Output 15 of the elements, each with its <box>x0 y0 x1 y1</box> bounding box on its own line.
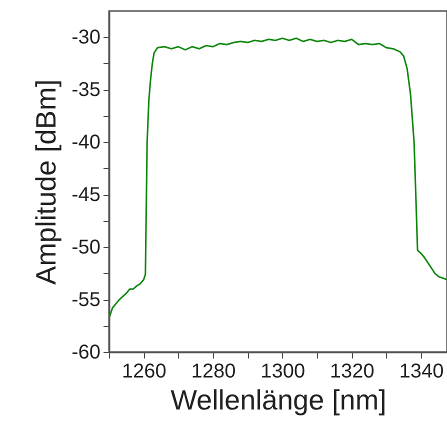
x-axis-title: Wellenlänge [nm] <box>170 384 386 416</box>
y-tick-label: -45 <box>72 184 100 206</box>
x-tick-label: 1300 <box>260 360 306 382</box>
y-tick-label: -55 <box>72 289 100 312</box>
y-tick-label: -50 <box>72 236 100 259</box>
y-tick-label: -30 <box>72 26 100 49</box>
x-tick-label: 1260 <box>122 360 166 382</box>
y-tick-label: -40 <box>72 132 100 154</box>
x-tick-label: 1280 <box>191 360 236 382</box>
y-tick-label: -60 <box>72 342 100 364</box>
y-axis-title: Amplitude [dBm] <box>30 79 62 285</box>
x-tick-label: 1340 <box>399 360 444 382</box>
y-tick-label: -35 <box>72 79 100 102</box>
x-tick-label: 1320 <box>330 360 374 382</box>
line-series <box>109 37 447 320</box>
